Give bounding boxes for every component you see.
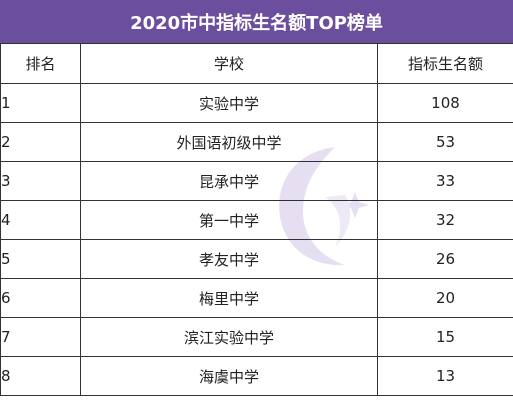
- school-cell: 滨江实验中学: [80, 317, 378, 357]
- table-row: 4 第一中学 32: [0, 200, 513, 240]
- rank-cell: 5: [0, 239, 81, 279]
- quota-cell: 53: [377, 122, 513, 162]
- ranking-table: 排名 学校 指标生名额 1 实验中学 108 2 外国语初级中学 53 3 昆承…: [0, 43, 513, 396]
- rank-cell: 7: [0, 317, 81, 357]
- school-cell: 孝友中学: [80, 239, 378, 279]
- quota-cell: 20: [377, 278, 513, 318]
- table-title: 2020市中指标生名额TOP榜单: [0, 0, 513, 43]
- rank-cell: 1: [0, 83, 81, 123]
- quota-cell: 108: [377, 83, 513, 123]
- column-header-rank: 排名: [0, 43, 81, 84]
- table-header-row: 排名 学校 指标生名额: [0, 43, 513, 84]
- rank-cell: 4: [0, 200, 81, 240]
- school-cell: 第一中学: [80, 200, 378, 240]
- table-row: 3 昆承中学 33: [0, 161, 513, 201]
- quota-cell: 32: [377, 200, 513, 240]
- table-row: 1 实验中学 108: [0, 83, 513, 123]
- school-cell: 海虞中学: [80, 356, 378, 396]
- quota-cell: 26: [377, 239, 513, 279]
- table-row: 5 孝友中学 26: [0, 239, 513, 279]
- school-cell: 昆承中学: [80, 161, 378, 201]
- quota-cell: 33: [377, 161, 513, 201]
- school-cell: 实验中学: [80, 83, 378, 123]
- rank-cell: 2: [0, 122, 81, 162]
- school-cell: 外国语初级中学: [80, 122, 378, 162]
- column-header-school: 学校: [80, 43, 378, 84]
- school-cell: 梅里中学: [80, 278, 378, 318]
- rank-cell: 8: [0, 356, 81, 396]
- table-row: 8 海虞中学 13: [0, 356, 513, 396]
- table-row: 2 外国语初级中学 53: [0, 122, 513, 162]
- quota-cell: 13: [377, 356, 513, 396]
- rank-cell: 6: [0, 278, 81, 318]
- table-row: 7 滨江实验中学 15: [0, 317, 513, 357]
- rank-cell: 3: [0, 161, 81, 201]
- table-row: 6 梅里中学 20: [0, 278, 513, 318]
- quota-cell: 15: [377, 317, 513, 357]
- column-header-quota: 指标生名额: [377, 43, 513, 84]
